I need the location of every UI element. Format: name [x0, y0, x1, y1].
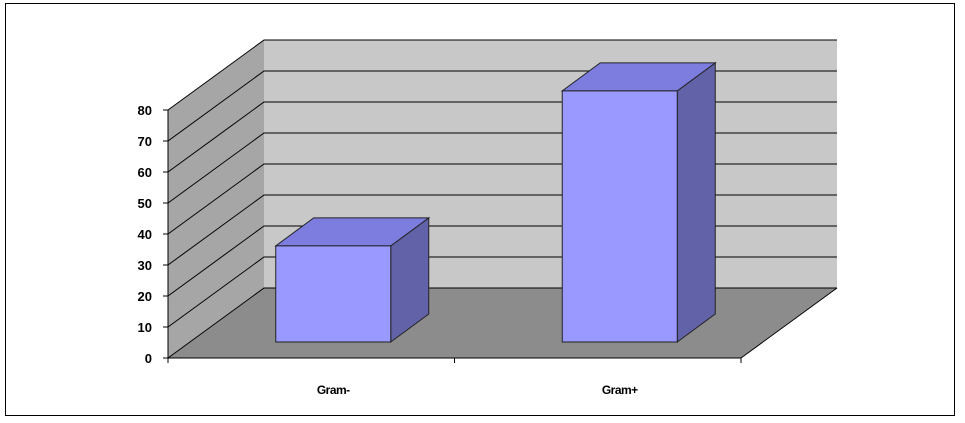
y-tick-label: 10: [138, 320, 152, 335]
bar-chart: 0 10 20 30 40 50 60 70 80 Gram- Gram+: [138, 39, 838, 397]
chart-frame: 0 10 20 30 40 50 60 70 80 Gram- Gram+: [5, 3, 955, 416]
floor: [168, 288, 837, 358]
chart-walls: [168, 40, 837, 358]
y-tick-label: 20: [138, 289, 152, 304]
y-tick-label: 30: [138, 258, 152, 273]
y-tick-label: 50: [138, 196, 152, 211]
axes: [163, 109, 838, 363]
x-tick-label: Gram+: [602, 383, 638, 397]
bar: [274, 216, 431, 343]
floor-edge: [740, 287, 838, 359]
bar: [560, 61, 717, 343]
x-tick-labels: Gram- Gram+: [317, 383, 639, 397]
y-tick-labels: 0 10 20 30 40 50 60 70 80: [138, 103, 152, 366]
bar-front: [561, 90, 678, 343]
y-tick-label: 0: [145, 351, 152, 366]
gridline: [167, 39, 837, 111]
x-tick-label: Gram-: [317, 383, 350, 397]
y-tick-label: 40: [138, 227, 152, 242]
y-tick-label: 80: [138, 103, 152, 118]
y-tick-label: 60: [138, 165, 152, 180]
bar-front: [275, 245, 392, 343]
bar-side: [676, 61, 716, 343]
bars: [274, 61, 717, 343]
y-tick-label: 70: [138, 134, 152, 149]
